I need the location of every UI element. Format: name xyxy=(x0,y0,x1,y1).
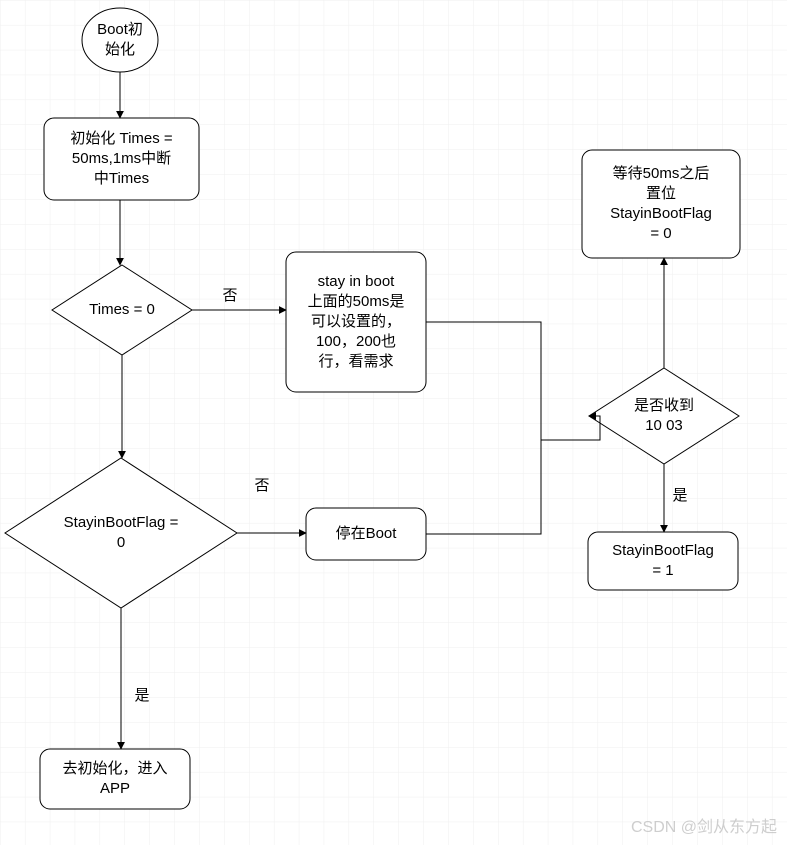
svg-text:停在Boot: 停在Boot xyxy=(336,525,398,542)
svg-text:stay in boot上面的50ms是可以设置的，100，: stay in boot上面的50ms是可以设置的，100，200也行，看需求 xyxy=(308,273,405,370)
edge-label-2: 否 xyxy=(222,287,237,304)
edge-label-10: 是 xyxy=(672,487,687,504)
edge-label-5: 是 xyxy=(134,687,149,704)
edge-label-4: 否 xyxy=(254,477,269,494)
svg-text:Times = 0: Times = 0 xyxy=(89,301,155,318)
